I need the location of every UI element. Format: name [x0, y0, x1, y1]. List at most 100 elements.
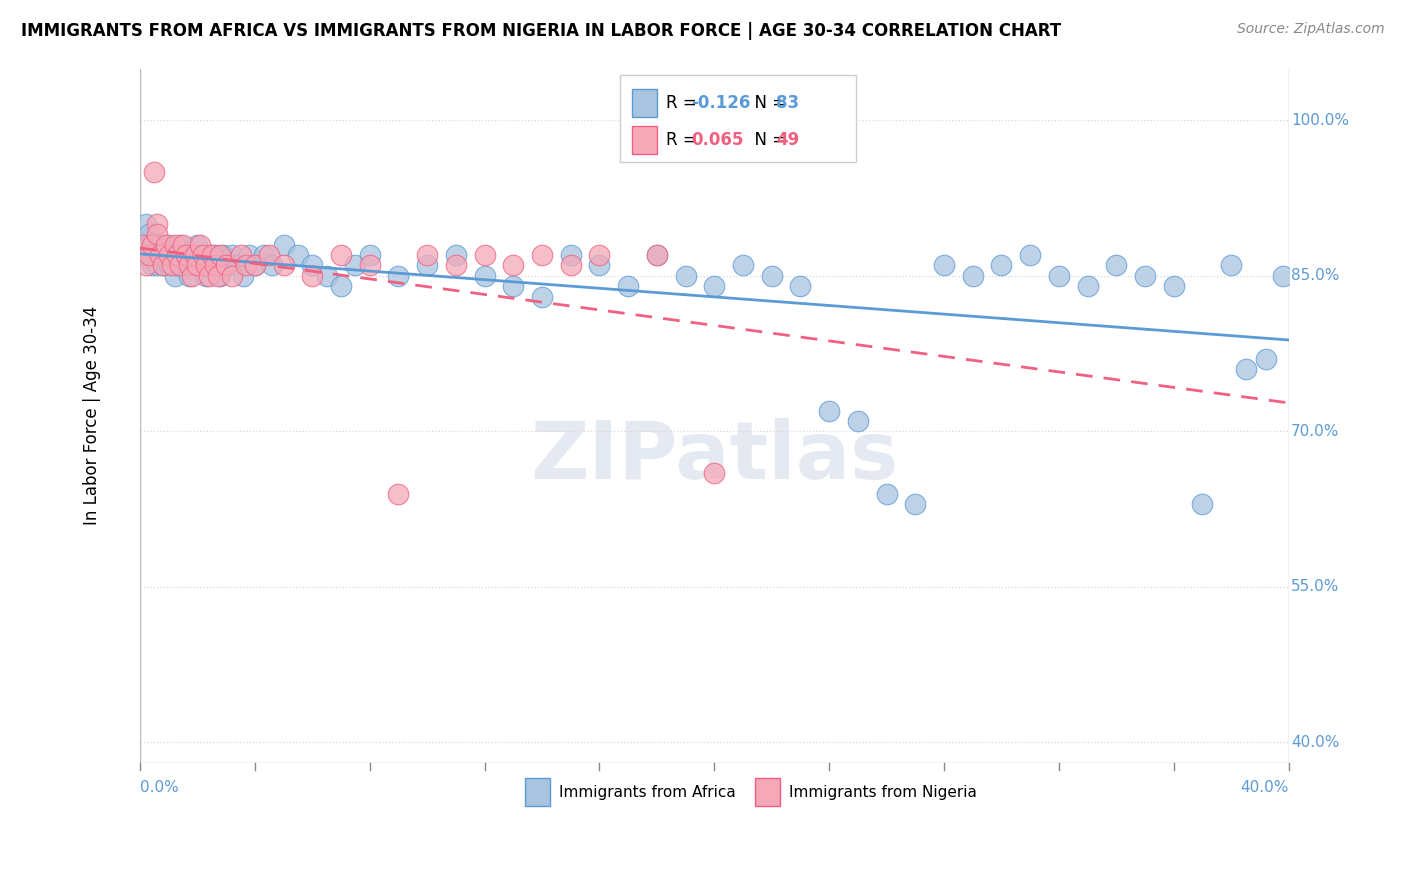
Point — [675, 268, 697, 283]
Text: IMMIGRANTS FROM AFRICA VS IMMIGRANTS FROM NIGERIA IN LABOR FORCE | AGE 30-34 COR: IMMIGRANTS FROM AFRICA VS IMMIGRANTS FRO… — [21, 22, 1062, 40]
FancyBboxPatch shape — [755, 779, 780, 806]
Point — [138, 227, 160, 242]
Text: Immigrants from Nigeria: Immigrants from Nigeria — [789, 785, 977, 800]
Point — [273, 259, 295, 273]
Point — [149, 248, 172, 262]
Point — [474, 268, 496, 283]
Point — [617, 279, 640, 293]
Point — [180, 268, 202, 283]
Point — [243, 259, 266, 273]
Text: Immigrants from Africa: Immigrants from Africa — [560, 785, 737, 800]
Point — [330, 248, 353, 262]
Text: 100.0%: 100.0% — [1291, 113, 1348, 128]
Point — [143, 165, 166, 179]
Point — [990, 259, 1012, 273]
Point — [1105, 259, 1128, 273]
Point — [215, 259, 238, 273]
Text: -0.126: -0.126 — [692, 95, 751, 112]
Point — [201, 248, 224, 262]
FancyBboxPatch shape — [524, 779, 550, 806]
Point — [731, 259, 754, 273]
Point — [560, 259, 582, 273]
FancyBboxPatch shape — [620, 76, 856, 162]
Point — [146, 259, 169, 273]
Point — [359, 248, 381, 262]
Point — [387, 486, 409, 500]
Point — [138, 248, 160, 262]
Point — [172, 237, 194, 252]
Point — [155, 248, 177, 262]
Point — [183, 248, 205, 262]
Point — [149, 237, 172, 252]
Point — [344, 259, 367, 273]
Point — [177, 259, 200, 273]
Point — [273, 237, 295, 252]
Point — [212, 248, 235, 262]
Point — [166, 248, 188, 262]
Point — [846, 414, 869, 428]
Point — [193, 259, 215, 273]
Point — [502, 279, 524, 293]
Point — [1220, 259, 1243, 273]
Point — [193, 248, 215, 262]
Point — [1133, 268, 1156, 283]
Text: ZIPatlas: ZIPatlas — [530, 418, 898, 497]
Point — [221, 248, 243, 262]
Point — [876, 486, 898, 500]
Point — [204, 248, 226, 262]
Point — [163, 268, 186, 283]
Text: 83: 83 — [776, 95, 800, 112]
Point — [141, 259, 163, 273]
Point — [703, 466, 725, 480]
Point — [174, 259, 197, 273]
Point — [157, 259, 180, 273]
Point — [166, 259, 188, 273]
Point — [132, 248, 155, 262]
Point — [1019, 248, 1042, 262]
Point — [1077, 279, 1099, 293]
Point — [186, 237, 208, 252]
Point — [209, 268, 232, 283]
Point — [152, 259, 174, 273]
Point — [287, 248, 309, 262]
Point — [818, 403, 841, 417]
Text: N =: N = — [744, 131, 792, 149]
Point — [138, 237, 160, 252]
Point — [444, 248, 467, 262]
Point — [226, 259, 249, 273]
Point — [238, 248, 260, 262]
Point — [195, 268, 218, 283]
Text: 70.0%: 70.0% — [1291, 424, 1340, 439]
Text: 85.0%: 85.0% — [1291, 268, 1340, 284]
Point — [135, 217, 157, 231]
Point — [198, 248, 221, 262]
Point — [1047, 268, 1070, 283]
Point — [204, 259, 226, 273]
Point — [135, 259, 157, 273]
Point — [330, 279, 353, 293]
Point — [146, 217, 169, 231]
Point — [645, 248, 668, 262]
Point — [141, 237, 163, 252]
Point — [174, 248, 197, 262]
Point — [416, 259, 439, 273]
Point — [1163, 279, 1185, 293]
Point — [160, 259, 183, 273]
Point — [157, 237, 180, 252]
Point — [359, 259, 381, 273]
Point — [962, 268, 984, 283]
Point — [789, 279, 811, 293]
Point — [932, 259, 955, 273]
Point — [531, 248, 554, 262]
Point — [1191, 497, 1213, 511]
Point — [1271, 268, 1294, 283]
Text: 49: 49 — [776, 131, 800, 149]
Point — [761, 268, 783, 283]
Point — [259, 248, 281, 262]
Point — [1254, 351, 1277, 366]
Point — [160, 248, 183, 262]
Text: 40.0%: 40.0% — [1240, 780, 1289, 796]
Point — [183, 259, 205, 273]
Text: N =: N = — [744, 95, 792, 112]
Point — [152, 259, 174, 273]
